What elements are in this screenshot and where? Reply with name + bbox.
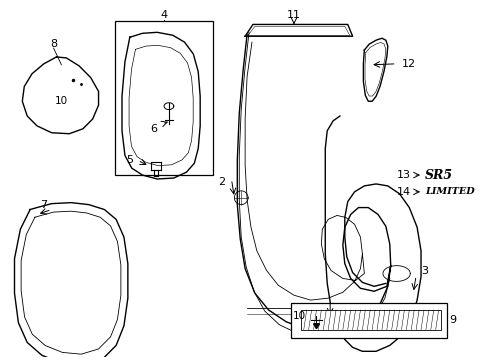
Text: 8: 8 <box>50 39 57 49</box>
Bar <box>290 303 447 338</box>
Text: 6: 6 <box>150 124 158 134</box>
Text: LIMITED: LIMITED <box>424 187 474 196</box>
Text: 1: 1 <box>326 321 333 331</box>
Text: 14: 14 <box>396 187 410 197</box>
Text: SR5: SR5 <box>424 168 452 181</box>
Text: 12: 12 <box>401 59 415 69</box>
Bar <box>300 310 440 330</box>
Text: 9: 9 <box>448 315 456 325</box>
Text: 7: 7 <box>40 199 47 210</box>
Text: 3: 3 <box>420 266 427 276</box>
Polygon shape <box>313 324 319 329</box>
Text: 2: 2 <box>218 177 225 187</box>
Bar <box>115 21 212 175</box>
Text: 11: 11 <box>286 10 301 19</box>
Text: 10: 10 <box>55 96 68 106</box>
Text: 5: 5 <box>125 155 132 165</box>
Text: 13: 13 <box>396 170 410 180</box>
Text: 4: 4 <box>160 10 167 19</box>
Text: 10: 10 <box>292 311 305 321</box>
